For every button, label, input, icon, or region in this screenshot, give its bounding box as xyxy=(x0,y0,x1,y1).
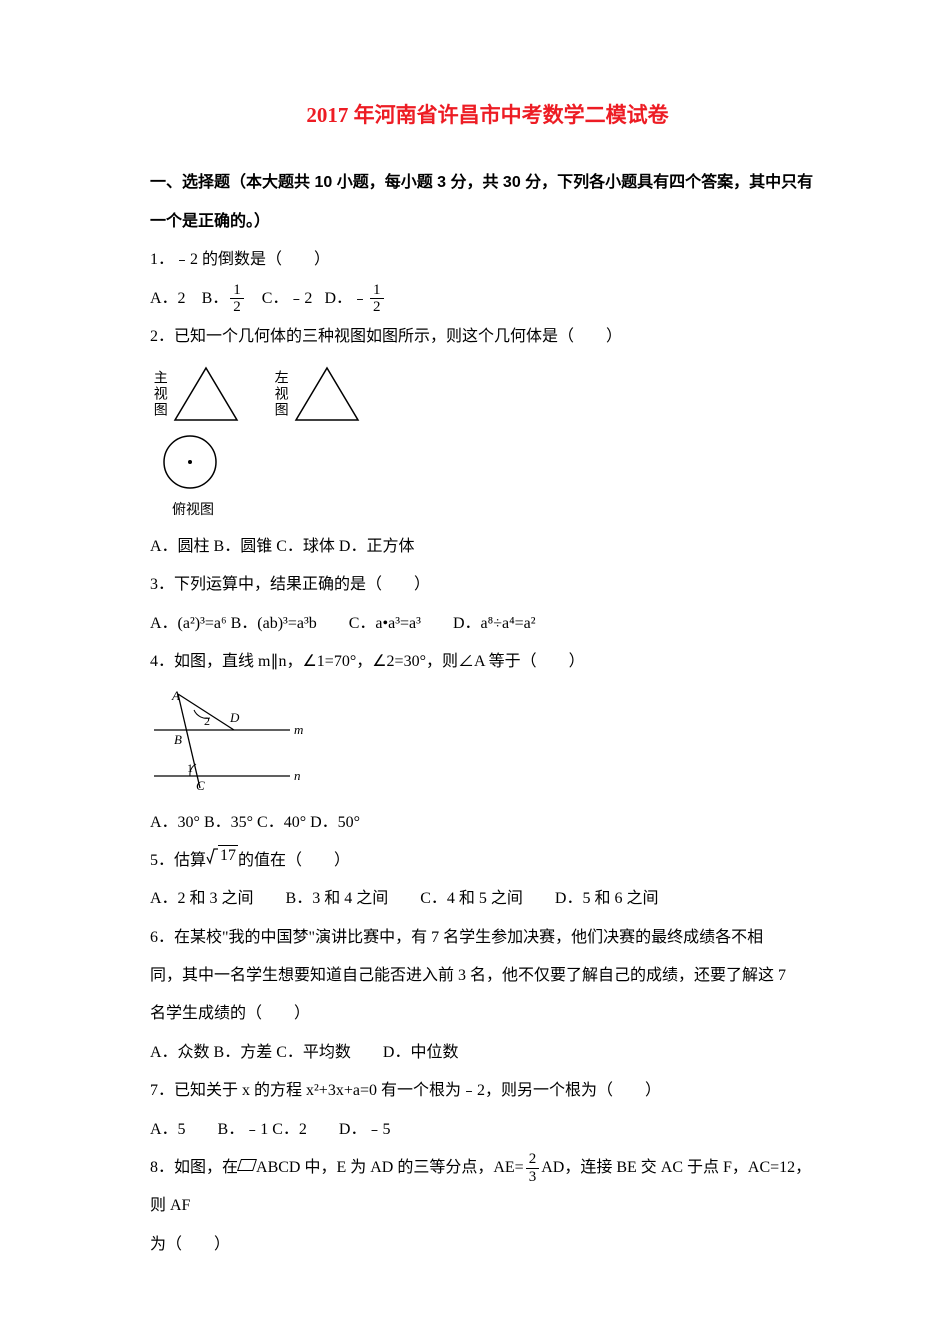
question-1-options: A．2 B．12 C．﹣2 D．﹣12 xyxy=(150,280,825,318)
frac-num: 2 xyxy=(526,1151,540,1169)
question-3-options: A．(a²)³=a⁶ B．(ab)³=a³b C．a•a³=a³ D．a⁸÷a⁴… xyxy=(150,605,825,643)
question-4-stem: 4．如图，直线 m∥n，∠1=70°，∠2=30°，则∠A 等于（ ） xyxy=(150,643,825,681)
question-6-line1: 6．在某校"我的中国梦"演讲比赛中，有 7 名学生参加决赛，他们决赛的最终成绩各… xyxy=(150,919,825,957)
triangle-icon xyxy=(171,364,241,424)
svg-text:B: B xyxy=(174,732,182,747)
triangle-icon xyxy=(292,364,362,424)
frac-den: 2 xyxy=(370,299,384,316)
question-6-line2: 同，其中一名学生想要知道自己能否进入前 3 名，他不仅要了解自己的成绩，还要了解… xyxy=(150,957,825,995)
side-view-label: 左视图 xyxy=(271,370,288,418)
svg-text:D: D xyxy=(229,710,240,725)
circle-dot-icon xyxy=(160,432,220,492)
question-2-options: A．圆柱 B．圆锥 C．球体 D．正方体 xyxy=(150,528,825,566)
question-7-stem: 7．已知关于 x 的方程 x²+3x+a=0 有一个根为﹣2，则另一个根为（ ） xyxy=(150,1072,825,1110)
svg-text:A: A xyxy=(171,688,180,703)
q5-pre: 5．估算 xyxy=(150,852,206,869)
svg-text:n: n xyxy=(294,768,301,783)
section-1-header: 一、选择题（本大题共 10 小题，每小题 3 分，共 30 分，下列各小题具有四… xyxy=(150,164,825,241)
question-8-stem: 8．如图，在ABCD 中，E 为 AD 的三等分点，AE=23AD，连接 BE … xyxy=(150,1149,825,1226)
q8-pre: 8．如图，在 xyxy=(150,1159,238,1176)
question-5-stem: 5．估算 17的值在（ ） xyxy=(150,842,825,880)
top-view: 俯视图 xyxy=(160,432,825,528)
frac-num: 1 xyxy=(230,282,244,300)
q1-opt-c: C．﹣2 xyxy=(262,290,313,307)
question-8-line2: 为（ ） xyxy=(150,1226,825,1264)
exam-title: 2017 年河南省许昌市中考数学二模试卷 xyxy=(150,90,825,140)
frac-num: 1 xyxy=(370,282,384,300)
svg-text:2: 2 xyxy=(204,714,210,728)
question-2-stem: 2．已知一个几何体的三种视图如图所示，则这个几何体是（ ） xyxy=(150,318,825,356)
q8-mid1: ABCD 中，E 为 AD 的三等分点，AE= xyxy=(256,1159,524,1176)
sqrt-icon: 17 xyxy=(206,845,238,865)
parallelogram-icon xyxy=(237,1159,257,1171)
question-3-stem: 3．下列运算中，结果正确的是（ ） xyxy=(150,566,825,604)
question-2-views: 主视图 左视图 xyxy=(150,364,825,424)
fraction-half-icon: 12 xyxy=(230,282,244,316)
front-view-label: 主视图 xyxy=(150,370,167,418)
q1-opt-a: A．2 xyxy=(150,290,186,307)
question-6-line3: 名学生成绩的（ ） xyxy=(150,995,825,1033)
question-4-options: A．30° B．35° C．40° D．50° xyxy=(150,804,825,842)
question-1-stem: 1．﹣2 的倒数是（ ） xyxy=(150,241,825,279)
question-6-options: A．众数 B．方差 C．平均数 D．中位数 xyxy=(150,1034,825,1072)
svg-text:m: m xyxy=(294,722,303,737)
sqrt-radicand: 17 xyxy=(218,845,238,865)
page-container: 2017 年河南省许昌市中考数学二模试卷 一、选择题（本大题共 10 小题，每小… xyxy=(0,0,945,1324)
frac-den: 2 xyxy=(230,299,244,316)
parallel-lines-figure-icon: A B C D m n 2 1 xyxy=(150,688,320,798)
frac-den: 3 xyxy=(526,1169,540,1186)
question-5-options: A．2 和 3 之间 B．3 和 4 之间 C．4 和 5 之间 D．5 和 6… xyxy=(150,880,825,918)
fraction-twothirds-icon: 23 xyxy=(526,1151,540,1185)
question-4-figure: A B C D m n 2 1 xyxy=(150,688,825,798)
q1-opt-d-pre: D．﹣ xyxy=(324,290,368,307)
q1-opt-b-pre: B． xyxy=(202,290,229,307)
question-7-options: A．5 B．﹣1 C．2 D．﹣5 xyxy=(150,1111,825,1149)
side-view: 左视图 xyxy=(271,364,362,424)
svg-text:C: C xyxy=(196,778,205,793)
top-view-label: 俯视图 xyxy=(172,494,214,528)
q5-post: 的值在（ ） xyxy=(238,852,350,869)
fraction-half-icon: 12 xyxy=(370,282,384,316)
front-view: 主视图 xyxy=(150,364,241,424)
